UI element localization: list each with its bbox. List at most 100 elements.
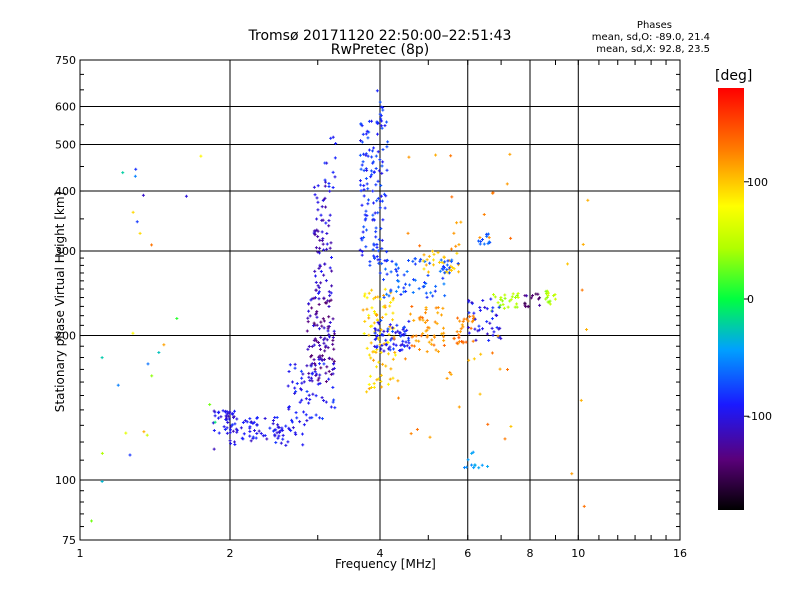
data-point (426, 334, 430, 338)
data-point (380, 315, 384, 319)
colorbar-unit: [deg] (715, 68, 753, 84)
data-point (302, 410, 306, 414)
data-point (294, 432, 298, 436)
data-point (410, 305, 414, 309)
data-point (317, 327, 321, 331)
data-point (312, 296, 316, 300)
data-point (422, 253, 426, 257)
data-point (251, 435, 255, 439)
data-point (291, 426, 295, 430)
data-point (225, 431, 229, 435)
data-point (367, 148, 371, 152)
data-point (376, 258, 380, 262)
data-point (371, 160, 375, 164)
data-point (386, 140, 390, 144)
data-point (461, 325, 465, 329)
data-point (331, 317, 335, 321)
data-point (333, 156, 337, 160)
data-point (382, 342, 386, 346)
data-point (482, 242, 486, 246)
data-point (320, 417, 324, 421)
data-point (308, 416, 312, 420)
data-point (331, 336, 335, 340)
data-point (469, 326, 473, 330)
data-point (322, 338, 326, 342)
data-point (506, 368, 510, 372)
data-point (437, 260, 441, 264)
data-point (362, 194, 366, 198)
data-point (509, 298, 513, 302)
data-point (308, 378, 312, 382)
data-point (390, 336, 394, 340)
data-point (332, 347, 336, 351)
data-point (471, 339, 475, 343)
data-point (227, 417, 231, 421)
data-point (405, 328, 409, 332)
data-point (320, 324, 324, 328)
data-point (309, 363, 313, 367)
data-point (470, 301, 474, 305)
y-tick-label: 200 (55, 330, 76, 343)
data-point (388, 377, 392, 381)
data-point (380, 238, 384, 242)
data-point (272, 429, 276, 433)
data-point (385, 120, 389, 124)
data-point (298, 400, 302, 404)
data-point (275, 415, 279, 419)
data-point (586, 198, 590, 202)
data-point (133, 174, 137, 178)
data-point (331, 170, 335, 174)
data-point (402, 326, 406, 330)
data-point (233, 443, 237, 447)
data-point (456, 262, 460, 266)
data-point (457, 405, 461, 409)
data-point (319, 320, 323, 324)
data-point (313, 367, 317, 371)
data-point (312, 338, 316, 342)
data-point (442, 282, 446, 286)
data-point (318, 347, 322, 351)
data-point (287, 426, 291, 430)
data-point (316, 200, 320, 204)
data-point (379, 114, 383, 118)
data-point (248, 434, 252, 438)
data-point (386, 327, 390, 331)
data-point (553, 297, 557, 301)
data-point (450, 195, 454, 199)
data-point (385, 145, 389, 149)
data-point (290, 418, 294, 422)
data-point (287, 405, 291, 409)
data-point (321, 237, 325, 241)
data-point (319, 213, 323, 217)
data-point (365, 168, 369, 172)
data-point (319, 335, 323, 339)
data-point (581, 242, 585, 246)
data-point (373, 211, 377, 215)
data-point (425, 295, 429, 299)
data-point (379, 347, 383, 351)
data-point (481, 327, 485, 331)
data-point (370, 155, 374, 159)
data-point (482, 213, 486, 217)
data-point (466, 325, 470, 329)
data-point (442, 255, 446, 259)
data-point (298, 420, 302, 424)
data-point (307, 344, 311, 348)
data-point (374, 235, 378, 239)
data-point (458, 319, 462, 323)
data-point (391, 329, 395, 333)
data-point (377, 169, 381, 173)
data-point (330, 269, 334, 273)
data-point (430, 338, 434, 342)
data-point (515, 302, 519, 306)
data-point (442, 335, 446, 339)
data-point (501, 303, 505, 307)
data-point (329, 241, 333, 245)
data-point (240, 436, 244, 440)
data-point (455, 251, 459, 255)
data-point (538, 303, 542, 307)
data-point (382, 349, 386, 353)
data-point (312, 321, 316, 325)
data-point (281, 433, 285, 437)
data-point (456, 316, 460, 320)
